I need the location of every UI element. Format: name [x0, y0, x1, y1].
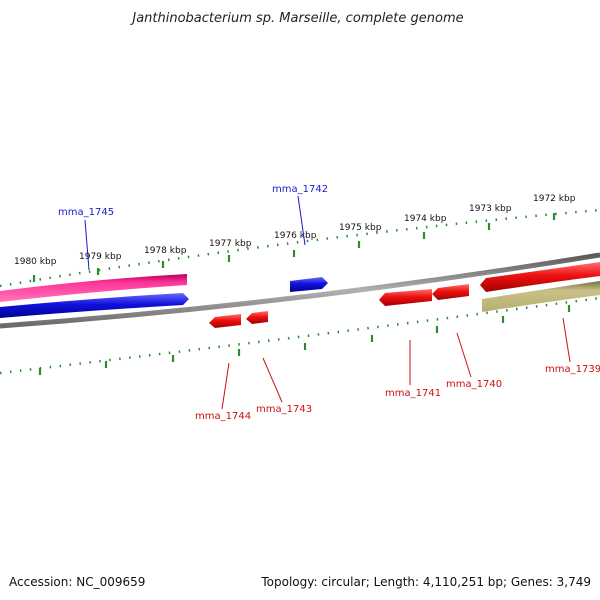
scale-label: 1975 kbp: [339, 223, 382, 233]
scale-label: 1977 kbp: [209, 239, 252, 249]
scale-label: 1976 kbp: [274, 231, 317, 241]
gene-arrow-mma-1742[interactable]: [290, 277, 328, 292]
gene-arrow-mma-1743[interactable]: [246, 311, 268, 324]
label-connector: [221, 362, 230, 410]
gene-label[interactable]: mma_1740: [446, 379, 502, 390]
gene-label[interactable]: mma_1741: [385, 388, 441, 399]
gene-arrow-red-right[interactable]: [480, 262, 600, 292]
gene-arrow-pink[interactable]: [0, 274, 187, 302]
gene-arrow-mma-1739[interactable]: [482, 281, 600, 312]
scale-label: 1974 kbp: [404, 214, 447, 224]
scale-label: 1978 kbp: [144, 246, 187, 256]
gene-arrow-mma-1741[interactable]: [379, 289, 432, 306]
label-connector: [456, 332, 472, 378]
gene-arrow-mma-1740[interactable]: [432, 284, 469, 300]
label-connector: [84, 219, 90, 271]
gene-arrow-mma-1744[interactable]: [209, 314, 241, 328]
gene-arrow-mma-1745[interactable]: [0, 293, 189, 318]
genome-summary-text: Topology: circular; Length: 4,110,251 bp…: [260, 575, 591, 589]
reverse-major-ticks: [38, 305, 571, 375]
scale-label: 1979 kbp: [79, 252, 122, 262]
forward-scale-ticks: [0, 208, 600, 288]
label-connector: [297, 195, 306, 246]
scale-label: 1972 kbp: [533, 194, 576, 204]
gene-label[interactable]: mma_1742: [272, 184, 328, 195]
accession-text: Accession: NC_009659: [9, 575, 145, 589]
label-connector: [262, 357, 283, 403]
label-connector: [562, 317, 571, 363]
scale-label: 1973 kbp: [469, 204, 512, 214]
scale-label: 1980 kbp: [14, 257, 57, 267]
gene-label[interactable]: mma_1743: [256, 404, 312, 415]
genome-backbone: [0, 252, 600, 329]
forward-major-ticks: [32, 213, 556, 282]
gene-label[interactable]: mma_1744: [195, 411, 251, 422]
gene-label[interactable]: mma_1745: [58, 207, 114, 218]
map-title: Janthinobacterium sp. Marseille, complet…: [129, 11, 463, 26]
gene-label[interactable]: mma_1739: [545, 364, 600, 375]
